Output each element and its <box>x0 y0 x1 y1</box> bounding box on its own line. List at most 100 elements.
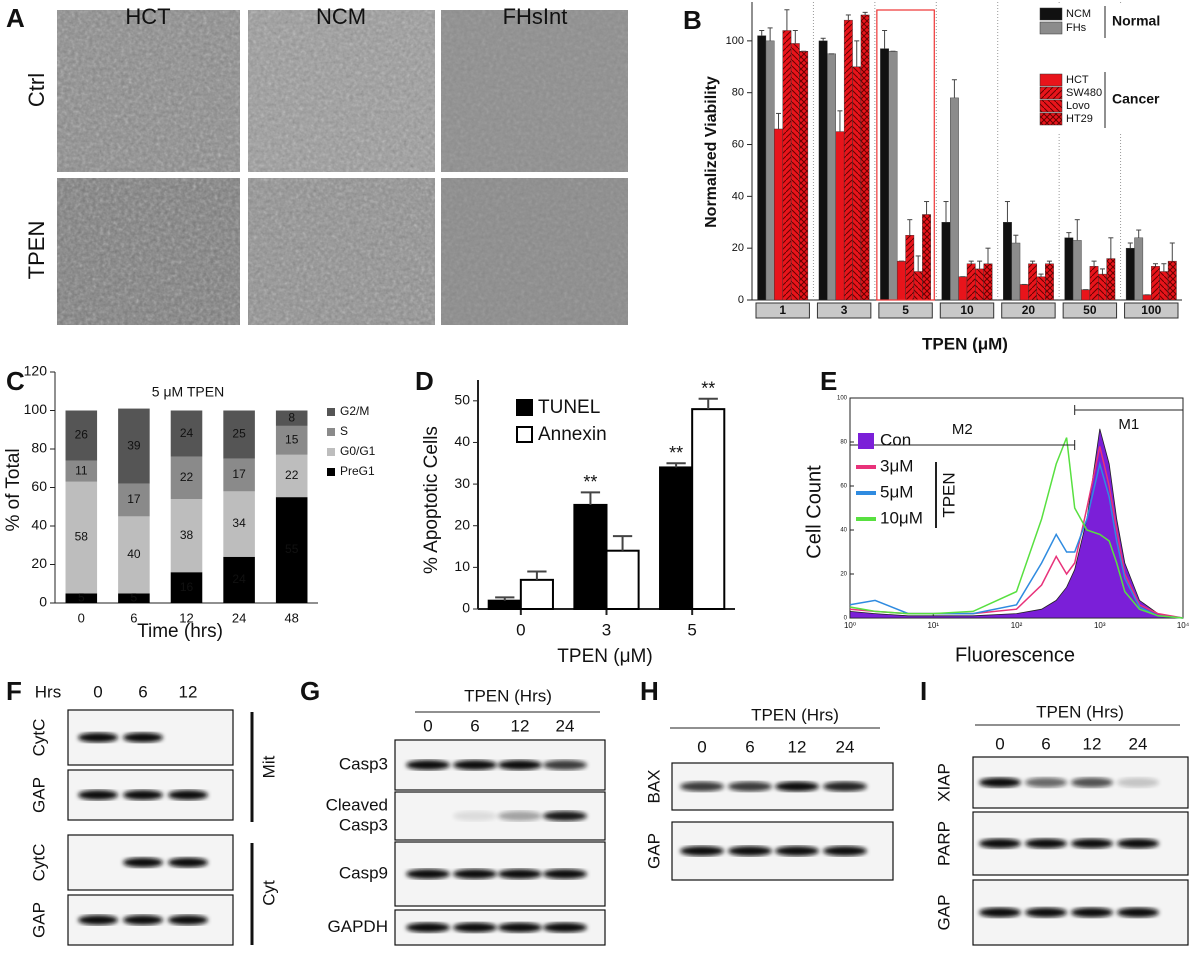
band <box>406 760 450 770</box>
bar <box>888 51 898 301</box>
lane-label: 6 <box>138 682 147 701</box>
bar <box>983 263 993 301</box>
highlight <box>876 9 935 301</box>
bar <box>1036 276 1046 301</box>
data-label: 39 <box>127 438 141 452</box>
data-label: 58 <box>75 530 89 544</box>
band <box>775 846 819 856</box>
band <box>498 760 542 770</box>
legend-label: SW480 <box>1066 87 1102 99</box>
legend-label: PreG1 <box>340 464 375 478</box>
error-bar <box>784 9 790 31</box>
data-label: 55 <box>285 542 299 556</box>
row-label: Ctrl <box>24 73 49 107</box>
band <box>168 790 208 800</box>
band <box>979 907 1021 918</box>
band <box>1025 777 1067 788</box>
error-bar <box>1136 229 1142 238</box>
legend-label: G2/M <box>340 404 369 418</box>
panel-letter: B <box>683 5 702 35</box>
lane-label: 24 <box>836 737 855 756</box>
bar-segment <box>65 460 98 482</box>
band <box>543 869 587 879</box>
bar <box>958 276 968 301</box>
legend-label: G0/G1 <box>340 444 376 458</box>
bar <box>860 14 870 301</box>
x-tick-label: 10³ <box>1094 621 1106 630</box>
gate-label: M2 <box>952 421 973 438</box>
lane-label: 6 <box>745 737 754 756</box>
lane-label: 12 <box>788 737 807 756</box>
band <box>1025 838 1067 849</box>
band <box>123 732 163 743</box>
y-tick-label: 0 <box>39 594 47 610</box>
error-bar <box>1091 260 1097 267</box>
column-label: FHsInt <box>503 4 568 29</box>
lane-label: 12 <box>1083 734 1102 753</box>
y-tick-label: 60 <box>840 484 847 490</box>
category-box <box>816 302 872 319</box>
x-tick-label: 3 <box>602 620 611 639</box>
micrograph-texture <box>57 178 240 325</box>
column-label: NCM <box>316 4 366 29</box>
data-label: 22 <box>180 470 194 484</box>
band <box>823 781 867 792</box>
error-bar <box>1038 273 1044 277</box>
bar-segment <box>223 458 255 492</box>
band <box>406 922 450 933</box>
error-bar <box>1004 201 1010 223</box>
legend-swatch <box>1039 99 1063 113</box>
bar <box>1045 263 1054 301</box>
x-tick-label: 20 <box>1022 303 1036 317</box>
error-bar <box>882 30 888 49</box>
row-label: GAP <box>29 902 48 938</box>
band <box>1025 907 1067 918</box>
error-bar <box>1169 242 1175 262</box>
bar <box>1134 237 1144 301</box>
bar-segment <box>65 410 98 461</box>
bar-segment <box>275 497 308 603</box>
bar <box>799 51 809 301</box>
legend-label: 10μM <box>880 508 923 527</box>
panel-letter: F <box>6 676 22 706</box>
band <box>979 838 1021 849</box>
bar <box>1072 240 1082 301</box>
x-tick-label: 10 <box>960 303 974 317</box>
y-tick-label: 120 <box>24 363 48 379</box>
band <box>78 915 118 925</box>
x-tick-label: 24 <box>232 610 246 625</box>
bar-segment <box>118 408 150 484</box>
error-bar <box>1099 268 1105 275</box>
bar-segment <box>170 410 203 457</box>
y-tick-label: 50 <box>454 392 470 408</box>
bar <box>1159 271 1169 301</box>
legend-swatch <box>1039 21 1063 35</box>
lane-label: 6 <box>1041 734 1050 753</box>
category-box <box>1062 302 1118 319</box>
error-bar <box>1074 219 1080 241</box>
error-bar <box>1161 263 1167 272</box>
error-bar <box>698 397 718 410</box>
bar <box>1151 266 1160 301</box>
data-label: 40 <box>127 547 141 561</box>
bar <box>1106 258 1116 301</box>
band <box>1071 838 1113 849</box>
category-box <box>939 302 995 319</box>
x-tick-label: 5 <box>687 620 696 639</box>
data-label: 17 <box>127 492 141 506</box>
bar-segment <box>223 491 255 557</box>
x-tick-label: 3 <box>841 303 848 317</box>
bar <box>1003 222 1012 301</box>
lane-label: 0 <box>93 682 102 701</box>
row-label: BAX <box>644 769 663 803</box>
bar-segment <box>275 454 308 498</box>
bar <box>782 30 792 301</box>
blot-header: TPEN (Hrs) <box>464 686 552 705</box>
bar <box>913 271 923 301</box>
x-tick-label: 12 <box>179 610 193 625</box>
group-label: Mit <box>259 755 278 778</box>
y-tick-label: 20 <box>31 555 47 571</box>
legend-label: NCM <box>1066 8 1091 20</box>
panel-letter: H <box>640 676 659 706</box>
x-tick-label: 10⁰ <box>844 621 856 630</box>
